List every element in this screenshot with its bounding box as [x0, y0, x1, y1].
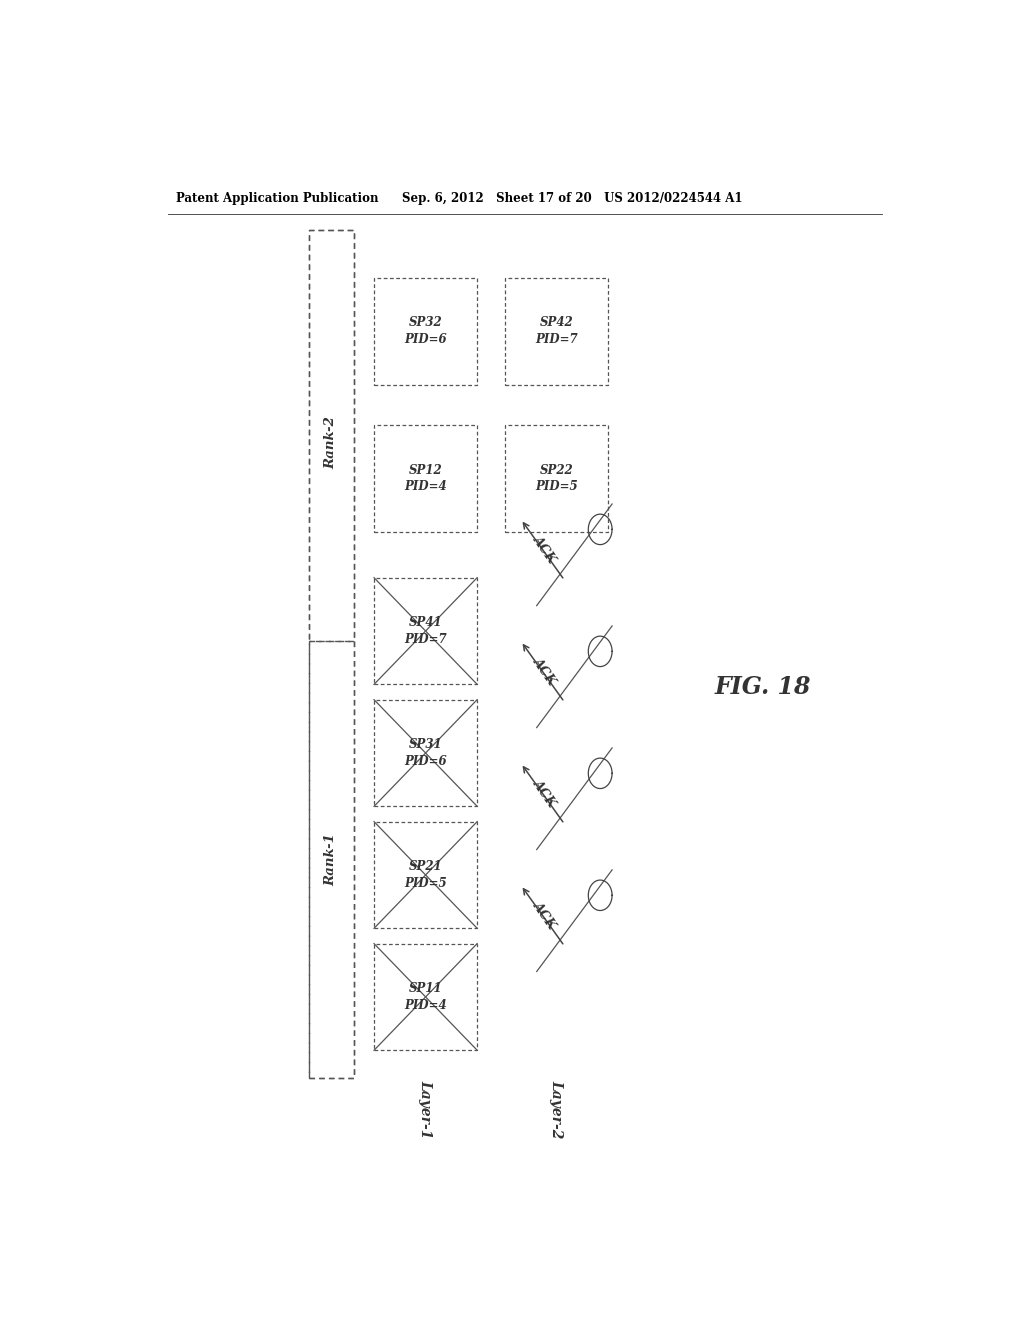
- Text: FIG. 18: FIG. 18: [715, 675, 811, 698]
- Bar: [505, 277, 608, 384]
- Text: Patent Application Publication: Patent Application Publication: [176, 191, 378, 205]
- Bar: [309, 230, 354, 1078]
- Bar: [505, 425, 608, 532]
- Text: ACK: ACK: [530, 656, 559, 688]
- Bar: [374, 425, 477, 532]
- Text: ACK: ACK: [530, 899, 559, 932]
- Text: Layer-1: Layer-1: [419, 1080, 432, 1138]
- Text: Sep. 6, 2012   Sheet 17 of 20   US 2012/0224544 A1: Sep. 6, 2012 Sheet 17 of 20 US 2012/0224…: [401, 191, 742, 205]
- Text: SP42
PID=7: SP42 PID=7: [536, 317, 578, 346]
- Text: SP21
PID=5: SP21 PID=5: [404, 861, 446, 890]
- Text: SP41
PID=7: SP41 PID=7: [404, 616, 446, 645]
- Bar: [374, 277, 477, 384]
- Bar: [374, 700, 477, 807]
- Text: Rank-1: Rank-1: [325, 833, 338, 886]
- Text: SP32
PID=6: SP32 PID=6: [404, 317, 446, 346]
- Bar: [309, 642, 354, 1078]
- Bar: [374, 944, 477, 1051]
- Bar: [374, 578, 477, 684]
- Text: ACK: ACK: [530, 533, 559, 566]
- Bar: [309, 230, 354, 642]
- Text: SP22
PID=5: SP22 PID=5: [536, 463, 578, 494]
- Text: Layer-2: Layer-2: [550, 1080, 563, 1138]
- Text: SP31
PID=6: SP31 PID=6: [404, 738, 446, 768]
- Text: ACK: ACK: [530, 777, 559, 810]
- Text: SP12
PID=4: SP12 PID=4: [404, 463, 446, 494]
- Bar: [374, 821, 477, 928]
- Text: SP11
PID=4: SP11 PID=4: [404, 982, 446, 1011]
- Text: Rank-2: Rank-2: [325, 417, 338, 470]
